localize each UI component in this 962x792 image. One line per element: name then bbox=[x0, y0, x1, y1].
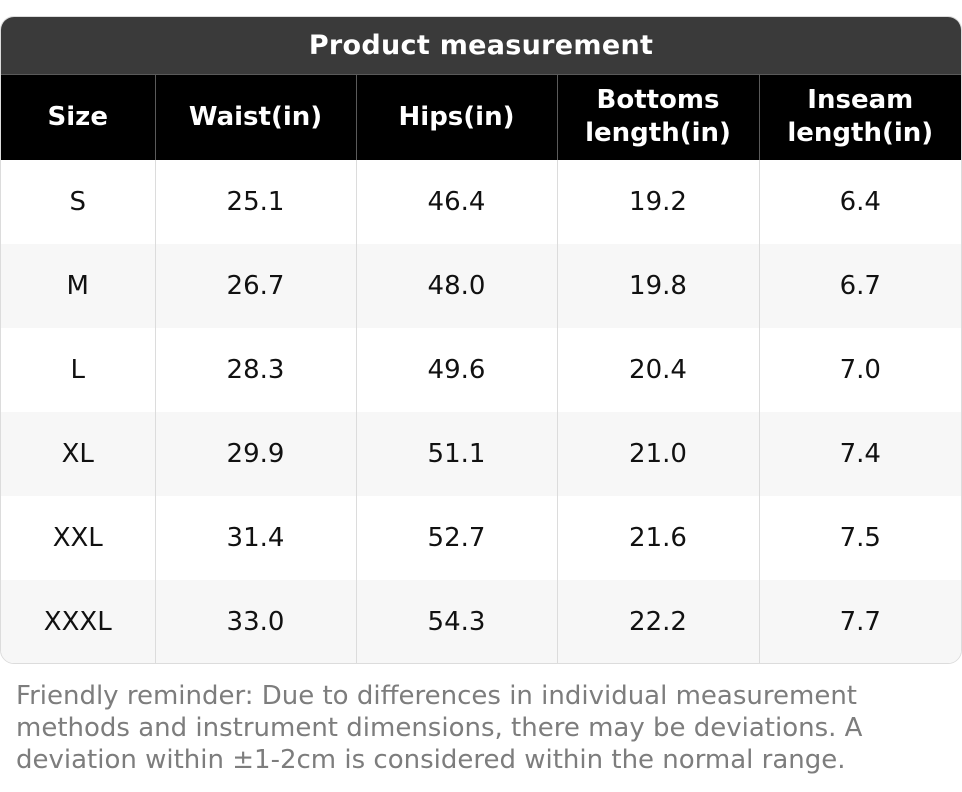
cell-bottoms-length: 19.8 bbox=[556, 243, 759, 328]
cell-size: XL bbox=[61, 438, 94, 469]
cell-bottoms-length: 21.6 bbox=[556, 495, 759, 580]
cell-inseam-length: 6.4 bbox=[758, 159, 961, 244]
cell-size: L bbox=[70, 354, 86, 385]
cell-size: XXXL bbox=[43, 606, 112, 637]
cell-hips: 54.3 bbox=[355, 579, 557, 663]
table-row: XXL 31.4 52.7 21.6 7.5 bbox=[1, 495, 961, 580]
header-hips: Hips(in) bbox=[355, 74, 557, 160]
table-row: L 28.3 49.6 20.4 7.0 bbox=[1, 327, 961, 412]
cell-size: M bbox=[66, 270, 89, 301]
table-row: XL 29.9 51.1 21.0 7.4 bbox=[1, 411, 961, 496]
cell-hips: 48.0 bbox=[355, 243, 557, 328]
header-bottoms-length: Bottoms length(in) bbox=[556, 74, 759, 160]
header-inseam-length: Inseam length(in) bbox=[758, 74, 961, 160]
cell-size: S bbox=[69, 186, 86, 217]
cell-hips: 46.4 bbox=[355, 159, 557, 244]
cell-size: XXL bbox=[52, 522, 103, 553]
header-size: Size bbox=[1, 74, 155, 160]
cell-inseam-length: 7.4 bbox=[758, 411, 961, 496]
cell-waist: 25.1 bbox=[154, 159, 356, 244]
table-row: XXXL 33.0 54.3 22.2 7.7 bbox=[1, 579, 961, 663]
cell-inseam-length: 6.7 bbox=[758, 243, 961, 328]
table-title: Product measurement bbox=[1, 17, 961, 74]
cell-bottoms-length: 21.0 bbox=[556, 411, 759, 496]
friendly-reminder-text: Friendly reminder: Due to differences in… bbox=[16, 681, 863, 775]
cell-bottoms-length: 20.4 bbox=[556, 327, 759, 412]
cell-inseam-length: 7.7 bbox=[758, 579, 961, 663]
cell-inseam-length: 7.0 bbox=[758, 327, 961, 412]
table-row: S 25.1 46.4 19.2 6.4 bbox=[1, 159, 961, 244]
header-waist: Waist(in) bbox=[154, 74, 356, 160]
cell-hips: 51.1 bbox=[355, 411, 557, 496]
table-row: M 26.7 48.0 19.8 6.7 bbox=[1, 243, 961, 328]
cell-hips: 49.6 bbox=[355, 327, 557, 412]
cell-bottoms-length: 22.2 bbox=[556, 579, 759, 663]
measurement-table: Size Waist(in) Hips(in) Bottoms length(i… bbox=[1, 74, 961, 663]
cell-hips: 52.7 bbox=[355, 495, 557, 580]
measurement-table-card: Product measurement Size Waist(in) Hips(… bbox=[0, 16, 962, 664]
cell-waist: 31.4 bbox=[154, 495, 356, 580]
cell-waist: 33.0 bbox=[154, 579, 356, 663]
cell-waist: 26.7 bbox=[154, 243, 356, 328]
cell-inseam-length: 7.5 bbox=[758, 495, 961, 580]
cell-waist: 29.9 bbox=[154, 411, 356, 496]
cell-waist: 28.3 bbox=[154, 327, 356, 412]
cell-bottoms-length: 19.2 bbox=[556, 159, 759, 244]
header-row: Size Waist(in) Hips(in) Bottoms length(i… bbox=[1, 74, 961, 160]
